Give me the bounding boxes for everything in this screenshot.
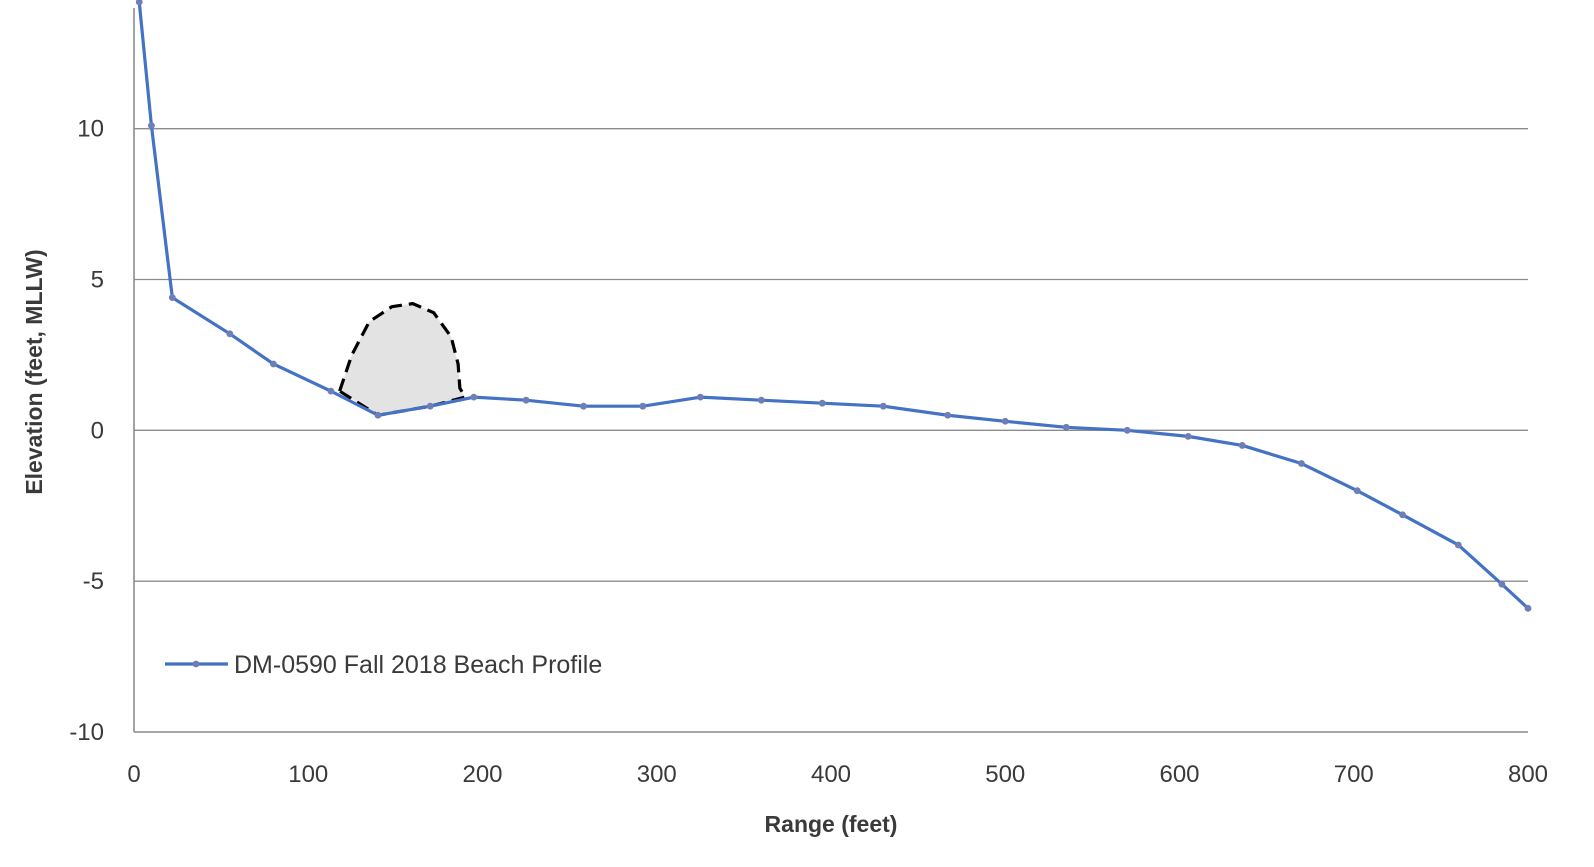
data-point-0 <box>135 0 143 6</box>
data-point-18 <box>1062 423 1070 431</box>
data-point-1 <box>148 122 155 130</box>
data-point-16 <box>944 411 952 419</box>
x-tick-label-200: 200 <box>462 761 502 788</box>
data-point-2 <box>168 294 176 301</box>
annotation-layer <box>338 302 467 417</box>
data-point-5 <box>327 387 335 395</box>
series-line-0 <box>137 0 1530 610</box>
data-point-11 <box>639 402 647 410</box>
data-point-17 <box>1001 417 1009 425</box>
data-point-9 <box>522 396 530 404</box>
label-layer: Range (feet) Elevation (feet, MLLW) -10 -… <box>21 116 1548 837</box>
data-point-4 <box>270 360 277 368</box>
data-point-15 <box>879 402 887 410</box>
data-point-26 <box>1498 580 1506 588</box>
data-point-7 <box>426 402 434 410</box>
data-point-6 <box>374 411 382 419</box>
x-tick-label-800: 800 <box>1508 761 1548 788</box>
data-point-21 <box>1238 442 1246 449</box>
data-point-22 <box>1298 460 1305 467</box>
data-point-13 <box>757 396 765 404</box>
data-point-10 <box>580 402 587 410</box>
x-tick-label-400: 400 <box>811 761 851 788</box>
x-tick-label-300: 300 <box>637 761 677 788</box>
x-tick-label-500: 500 <box>985 761 1025 788</box>
y-tick-label--5: -5 <box>83 568 104 595</box>
legend: DM-0590 Fall 2018 Beach Profile <box>165 651 602 679</box>
legend-marker <box>192 660 200 668</box>
y-tick-label-0: 0 <box>91 417 104 444</box>
data-point-8 <box>470 393 478 401</box>
y-tick-label-10: 10 <box>77 116 104 143</box>
series-layer <box>135 0 1532 612</box>
x-tick-label-100: 100 <box>288 761 328 788</box>
x-tick-label-0: 0 <box>127 761 140 788</box>
legend-label: DM-0590 Fall 2018 Beach Profile <box>234 651 602 679</box>
x-tick-label-600: 600 <box>1159 761 1199 788</box>
data-point-12 <box>696 393 704 401</box>
data-point-23 <box>1353 487 1361 495</box>
data-point-3 <box>226 330 234 338</box>
y-tick-label-5: 5 <box>91 267 104 294</box>
data-point-20 <box>1184 432 1192 440</box>
y-tick-label--10: -10 <box>69 719 104 746</box>
data-point-19 <box>1123 426 1131 434</box>
y-axis-title: Elevation (feet, MLLW) <box>21 249 47 494</box>
axis-layer <box>133 8 1528 733</box>
x-tick-label-700: 700 <box>1334 761 1374 788</box>
data-point-25 <box>1454 541 1462 549</box>
data-point-24 <box>1399 511 1406 519</box>
grid-layer <box>134 128 1528 582</box>
x-axis-title: Range (feet) <box>765 811 898 837</box>
data-point-14 <box>818 399 826 407</box>
dashed-annotation-region <box>338 302 467 417</box>
data-point-27 <box>1524 604 1532 612</box>
